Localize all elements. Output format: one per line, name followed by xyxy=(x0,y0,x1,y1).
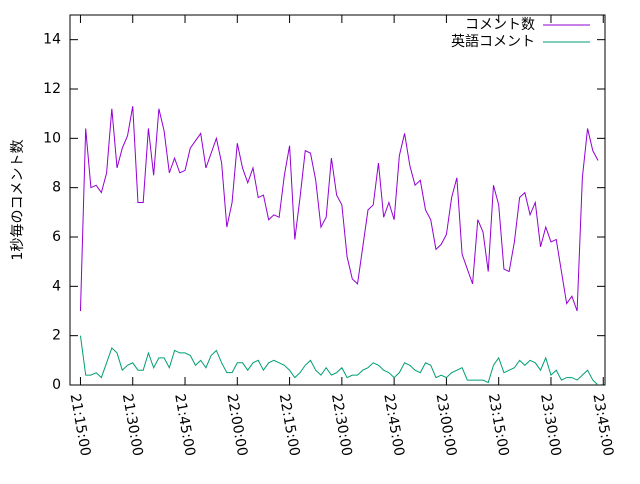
y-tick-label: 6 xyxy=(52,229,61,245)
y-tick-label: 8 xyxy=(52,180,61,196)
x-tick-label: 23:00:00 xyxy=(433,393,460,458)
plot-border xyxy=(69,14,606,386)
x-tick-label: 23:45:00 xyxy=(589,393,616,458)
y-tick-label: 12 xyxy=(43,81,61,97)
y-tick-label: 10 xyxy=(43,130,61,146)
y-axis-label: 1秒毎のコメント数 xyxy=(10,140,26,261)
y-tick-label: 14 xyxy=(43,32,61,48)
legend-label: 英語コメント xyxy=(451,33,535,50)
legend-label: コメント数 xyxy=(465,17,535,33)
y-tick-label: 4 xyxy=(52,278,61,294)
x-tick-label: 22:15:00 xyxy=(276,393,303,458)
y-tick-label: 0 xyxy=(52,377,61,393)
x-tick-label: 22:45:00 xyxy=(380,393,407,458)
series-line xyxy=(79,106,599,312)
y-tick-label: 2 xyxy=(52,328,61,344)
x-tick-label: 22:00:00 xyxy=(223,393,250,458)
x-tick-label: 23:15:00 xyxy=(485,393,512,458)
x-tick-label: 22:30:00 xyxy=(328,393,355,458)
x-tick-label: 21:30:00 xyxy=(119,393,146,458)
series-line xyxy=(79,335,599,386)
x-tick-label: 23:30:00 xyxy=(537,393,564,458)
x-tick-label: 21:15:00 xyxy=(67,393,94,458)
x-tick-label: 21:45:00 xyxy=(171,393,198,458)
